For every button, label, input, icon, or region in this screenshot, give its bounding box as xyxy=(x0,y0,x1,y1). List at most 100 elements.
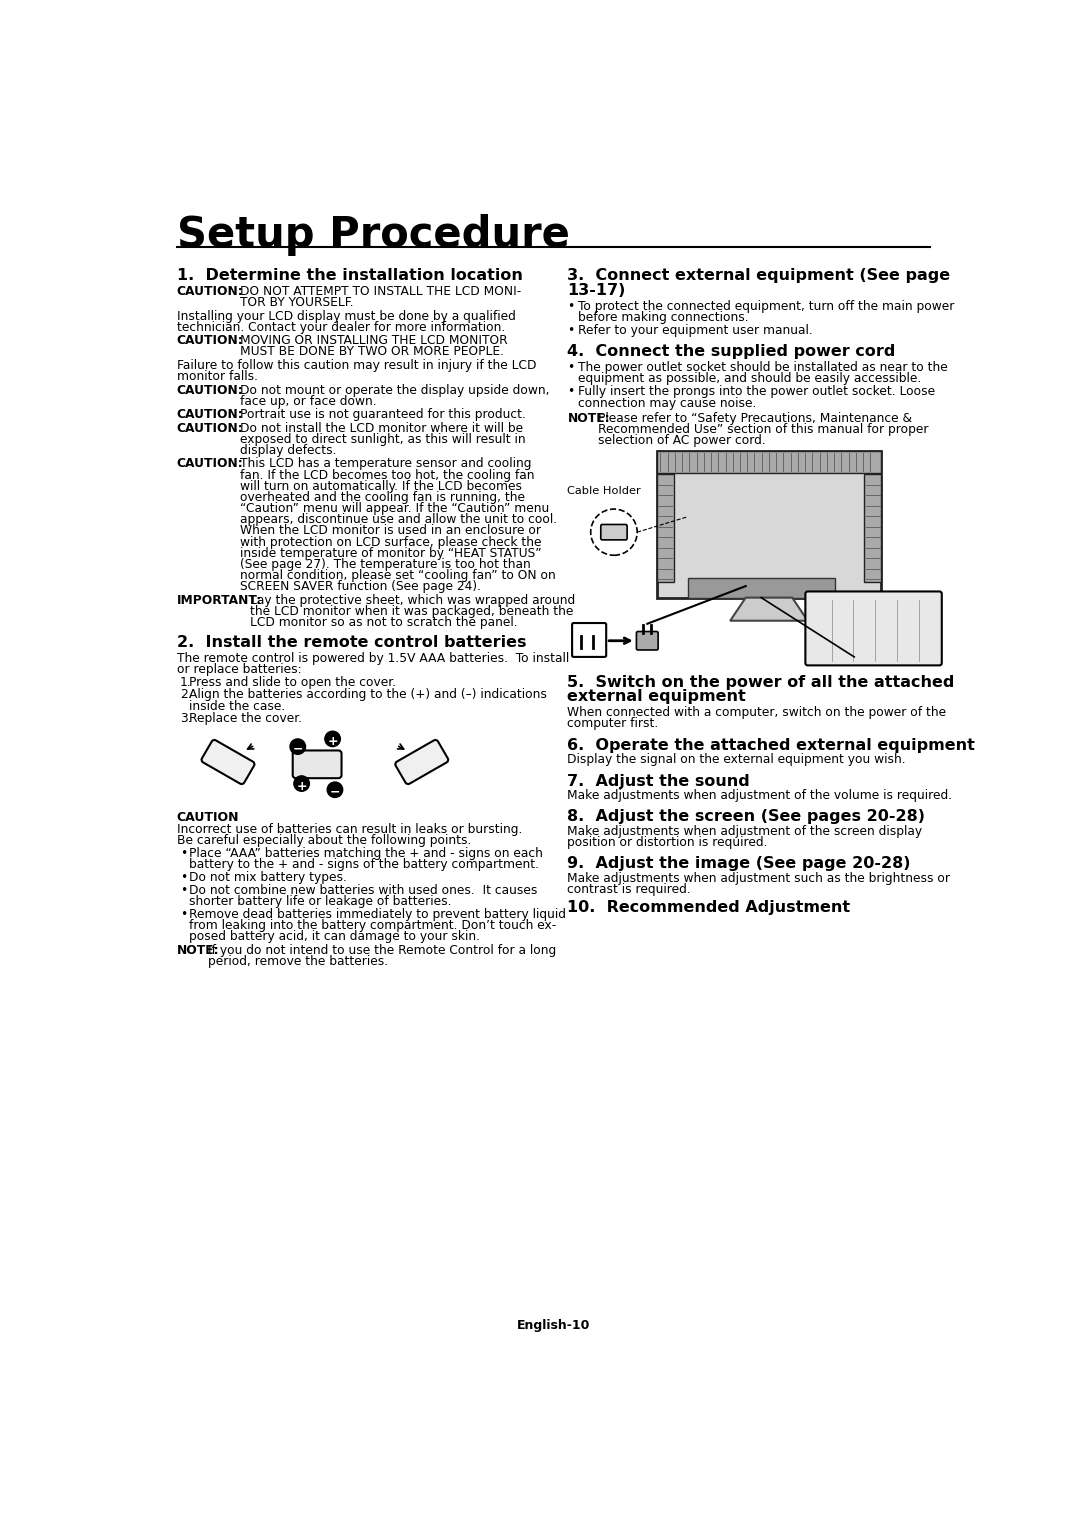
Text: DO NOT ATTEMPT TO INSTALL THE LCD MONI-: DO NOT ATTEMPT TO INSTALL THE LCD MONI- xyxy=(241,286,522,298)
Text: normal condition, please set “cooling fan” to ON on: normal condition, please set “cooling fa… xyxy=(241,568,556,582)
Polygon shape xyxy=(730,597,808,620)
Text: battery to the + and - signs of the battery compartment.: battery to the + and - signs of the batt… xyxy=(189,859,539,871)
Text: Do not combine new batteries with used ones.  It causes: Do not combine new batteries with used o… xyxy=(189,883,538,897)
Circle shape xyxy=(291,740,306,755)
Text: monitor falls.: monitor falls. xyxy=(177,370,258,384)
FancyBboxPatch shape xyxy=(572,623,606,657)
Bar xyxy=(657,451,881,597)
Text: IMPORTANT:: IMPORTANT: xyxy=(177,594,262,607)
Text: Do not mount or operate the display upside down,: Do not mount or operate the display upsi… xyxy=(241,384,550,397)
Text: 2.  Install the remote control batteries: 2. Install the remote control batteries xyxy=(177,636,526,649)
Text: Fully insert the prongs into the power outlet socket. Loose: Fully insert the prongs into the power o… xyxy=(578,385,935,399)
Text: technician. Contact your dealer for more information.: technician. Contact your dealer for more… xyxy=(177,321,505,333)
Text: Display the signal on the external equipment you wish.: Display the signal on the external equip… xyxy=(567,753,906,766)
Text: •: • xyxy=(567,385,575,399)
Text: −: − xyxy=(329,785,340,799)
Text: appears, discontinue use and allow the unit to cool.: appears, discontinue use and allow the u… xyxy=(241,513,557,526)
Text: “Caution” menu will appear. If the “Caution” menu: “Caution” menu will appear. If the “Caut… xyxy=(241,503,550,515)
Text: position or distortion is required.: position or distortion is required. xyxy=(567,836,768,850)
Text: or replace batteries:: or replace batteries: xyxy=(177,663,301,675)
Text: Make adjustments when adjustment of the screen display: Make adjustments when adjustment of the … xyxy=(567,825,922,837)
Text: equipment as possible, and should be easily accessible.: equipment as possible, and should be eas… xyxy=(578,371,921,385)
Circle shape xyxy=(327,782,342,798)
Text: 3.: 3. xyxy=(180,712,191,726)
Text: overheated and the cooling fan is running, the: overheated and the cooling fan is runnin… xyxy=(241,490,525,504)
Text: before making connections.: before making connections. xyxy=(578,310,748,324)
Text: •: • xyxy=(180,871,187,885)
Text: •: • xyxy=(180,908,187,920)
Text: LCD monitor so as not to scratch the panel.: LCD monitor so as not to scratch the pan… xyxy=(249,616,517,630)
Text: To protect the connected equipment, turn off the main power: To protect the connected equipment, turn… xyxy=(578,299,955,313)
Text: This LCD has a temperature sensor and cooling: This LCD has a temperature sensor and co… xyxy=(241,457,531,471)
Text: +: + xyxy=(296,779,307,793)
Text: selection of AC power cord.: selection of AC power cord. xyxy=(598,434,766,448)
Text: inside temperature of monitor by “HEAT STATUS”: inside temperature of monitor by “HEAT S… xyxy=(241,547,542,559)
Text: If you do not intend to use the Remote Control for a long: If you do not intend to use the Remote C… xyxy=(207,944,556,957)
Text: MUST BE DONE BY TWO OR MORE PEOPLE.: MUST BE DONE BY TWO OR MORE PEOPLE. xyxy=(241,345,504,359)
FancyBboxPatch shape xyxy=(293,750,341,778)
Text: When connected with a computer, switch on the power of the: When connected with a computer, switch o… xyxy=(567,706,946,720)
Text: display defects.: display defects. xyxy=(241,445,337,457)
Text: Remove dead batteries immediately to prevent battery liquid: Remove dead batteries immediately to pre… xyxy=(189,908,566,920)
Text: external equipment: external equipment xyxy=(567,689,746,704)
Text: CAUTION:: CAUTION: xyxy=(177,422,244,434)
Text: When the LCD monitor is used in an enclosure or: When the LCD monitor is used in an enclo… xyxy=(241,524,541,538)
Text: •: • xyxy=(567,361,575,374)
Text: Please refer to “Safety Precautions, Maintenance &: Please refer to “Safety Precautions, Mai… xyxy=(598,411,913,425)
Circle shape xyxy=(325,732,340,747)
FancyBboxPatch shape xyxy=(395,740,448,784)
Text: 10.  Recommended Adjustment: 10. Recommended Adjustment xyxy=(567,900,851,915)
Text: Portrait use is not guaranteed for this product.: Portrait use is not guaranteed for this … xyxy=(241,408,526,422)
Bar xyxy=(864,474,881,582)
Text: −: − xyxy=(293,743,303,756)
Bar xyxy=(657,451,881,472)
Text: NOTE:: NOTE: xyxy=(177,944,219,957)
Text: 9.  Adjust the image (See page 20-28): 9. Adjust the image (See page 20-28) xyxy=(567,856,910,871)
Text: Do not install the LCD monitor where it will be: Do not install the LCD monitor where it … xyxy=(241,422,524,434)
Text: fan. If the LCD becomes too hot, the cooling fan: fan. If the LCD becomes too hot, the coo… xyxy=(241,469,535,481)
Text: MOVING OR INSTALLING THE LCD MONITOR: MOVING OR INSTALLING THE LCD MONITOR xyxy=(241,335,508,347)
Text: 1.  Determine the installation location: 1. Determine the installation location xyxy=(177,267,523,283)
Text: •: • xyxy=(567,324,575,338)
Bar xyxy=(657,474,674,582)
FancyBboxPatch shape xyxy=(600,524,627,539)
Circle shape xyxy=(294,776,309,792)
Text: Incorrect use of batteries can result in leaks or bursting.: Incorrect use of batteries can result in… xyxy=(177,824,523,836)
Text: •: • xyxy=(180,847,187,860)
Text: period, remove the batteries.: period, remove the batteries. xyxy=(207,955,388,969)
Text: CAUTION:: CAUTION: xyxy=(177,408,244,422)
Text: CAUTION:: CAUTION: xyxy=(177,286,244,298)
Text: SCREEN SAVER function (See page 24).: SCREEN SAVER function (See page 24). xyxy=(241,581,482,593)
Text: Press and slide to open the cover.: Press and slide to open the cover. xyxy=(189,675,396,689)
Text: exposed to direct sunlight, as this will result in: exposed to direct sunlight, as this will… xyxy=(241,432,526,446)
Text: CAUTION: CAUTION xyxy=(177,810,240,824)
Text: Cable Holder: Cable Holder xyxy=(567,486,642,497)
Text: The power outlet socket should be installated as near to the: The power outlet socket should be instal… xyxy=(578,361,948,374)
Bar xyxy=(688,579,835,597)
Text: from leaking into the battery compartment. Don’t touch ex-: from leaking into the battery compartmen… xyxy=(189,918,556,932)
Text: connection may cause noise.: connection may cause noise. xyxy=(578,397,757,410)
Text: Installing your LCD display must be done by a qualified: Installing your LCD display must be done… xyxy=(177,310,516,322)
Text: CAUTION:: CAUTION: xyxy=(177,457,244,471)
Text: Failure to follow this caution may result in injury if the LCD: Failure to follow this caution may resul… xyxy=(177,359,537,371)
Text: (See page 27). The temperature is too hot than: (See page 27). The temperature is too ho… xyxy=(241,558,531,571)
Text: 4.  Connect the supplied power cord: 4. Connect the supplied power cord xyxy=(567,344,895,359)
Text: 3.  Connect external equipment (See page: 3. Connect external equipment (See page xyxy=(567,267,950,283)
Text: shorter battery life or leakage of batteries.: shorter battery life or leakage of batte… xyxy=(189,895,451,908)
Text: Make adjustments when adjustment such as the brightness or: Make adjustments when adjustment such as… xyxy=(567,872,950,885)
Text: English-10: English-10 xyxy=(517,1319,590,1332)
Text: posed battery acid, it can damage to your skin.: posed battery acid, it can damage to you… xyxy=(189,931,481,943)
Text: CAUTION:: CAUTION: xyxy=(177,384,244,397)
Text: Refer to your equipment user manual.: Refer to your equipment user manual. xyxy=(578,324,813,338)
Text: Make adjustments when adjustment of the volume is required.: Make adjustments when adjustment of the … xyxy=(567,788,953,802)
Text: Be careful especially about the following points.: Be careful especially about the followin… xyxy=(177,834,471,848)
Text: 7.  Adjust the sound: 7. Adjust the sound xyxy=(567,773,751,788)
Text: contrast is required.: contrast is required. xyxy=(567,883,691,895)
Text: The remote control is powered by 1.5V AAA batteries.  To install: The remote control is powered by 1.5V AA… xyxy=(177,652,569,665)
Text: 6.  Operate the attached external equipment: 6. Operate the attached external equipme… xyxy=(567,738,975,753)
Text: will turn on automatically. If the LCD becomes: will turn on automatically. If the LCD b… xyxy=(241,480,523,494)
Text: with protection on LCD surface, please check the: with protection on LCD surface, please c… xyxy=(241,536,542,549)
Text: Place “AAA” batteries matching the + and - signs on each: Place “AAA” batteries matching the + and… xyxy=(189,847,543,860)
Text: +: + xyxy=(327,735,338,749)
Text: 2.: 2. xyxy=(180,689,191,701)
